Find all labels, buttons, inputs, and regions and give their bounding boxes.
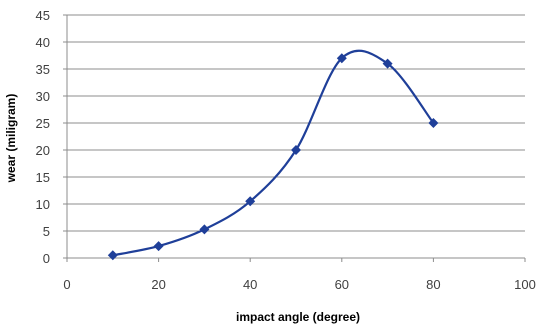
- y-tick-label: 25: [36, 116, 50, 131]
- data-point-10: [107, 250, 118, 261]
- x-tick-label: 60: [335, 277, 349, 292]
- data-point-20: [153, 241, 164, 252]
- data-point-60: [336, 53, 347, 64]
- y-tick-label: 5: [43, 224, 50, 239]
- x-tick-label: 40: [243, 277, 257, 292]
- data-point-30: [199, 224, 210, 235]
- x-tick-label: 80: [426, 277, 440, 292]
- y-tick-labels: 0 5 10 15 20 25 30 35 40 45: [36, 8, 50, 266]
- y-tick-label: 30: [36, 89, 50, 104]
- series-line: [112, 49, 435, 257]
- y-tick-label: 15: [36, 170, 50, 185]
- x-tick-label: 20: [151, 277, 165, 292]
- data-point-70: [382, 58, 393, 69]
- y-tick-label: 40: [36, 35, 50, 50]
- data-point-80: [428, 118, 439, 128]
- x-tick-label: 100: [514, 277, 536, 292]
- y-axis-label: wear (miligram): [4, 94, 18, 184]
- data-point-40: [245, 196, 256, 207]
- x-axis-label: impact angle (degree): [236, 310, 360, 324]
- y-tick-label: 0: [43, 251, 50, 266]
- data-markers: [107, 53, 439, 261]
- y-tick-label: 20: [36, 143, 50, 158]
- gridlines: [67, 14, 525, 232]
- x-tick-label: 0: [63, 277, 70, 292]
- data-point-50: [291, 145, 301, 155]
- x-tick-labels: 0 20 40 60 80 100: [63, 277, 535, 292]
- y-tick-label: 45: [36, 8, 50, 23]
- y-tick-label: 35: [36, 62, 50, 77]
- axes: [63, 14, 526, 262]
- y-tick-label: 10: [36, 197, 50, 212]
